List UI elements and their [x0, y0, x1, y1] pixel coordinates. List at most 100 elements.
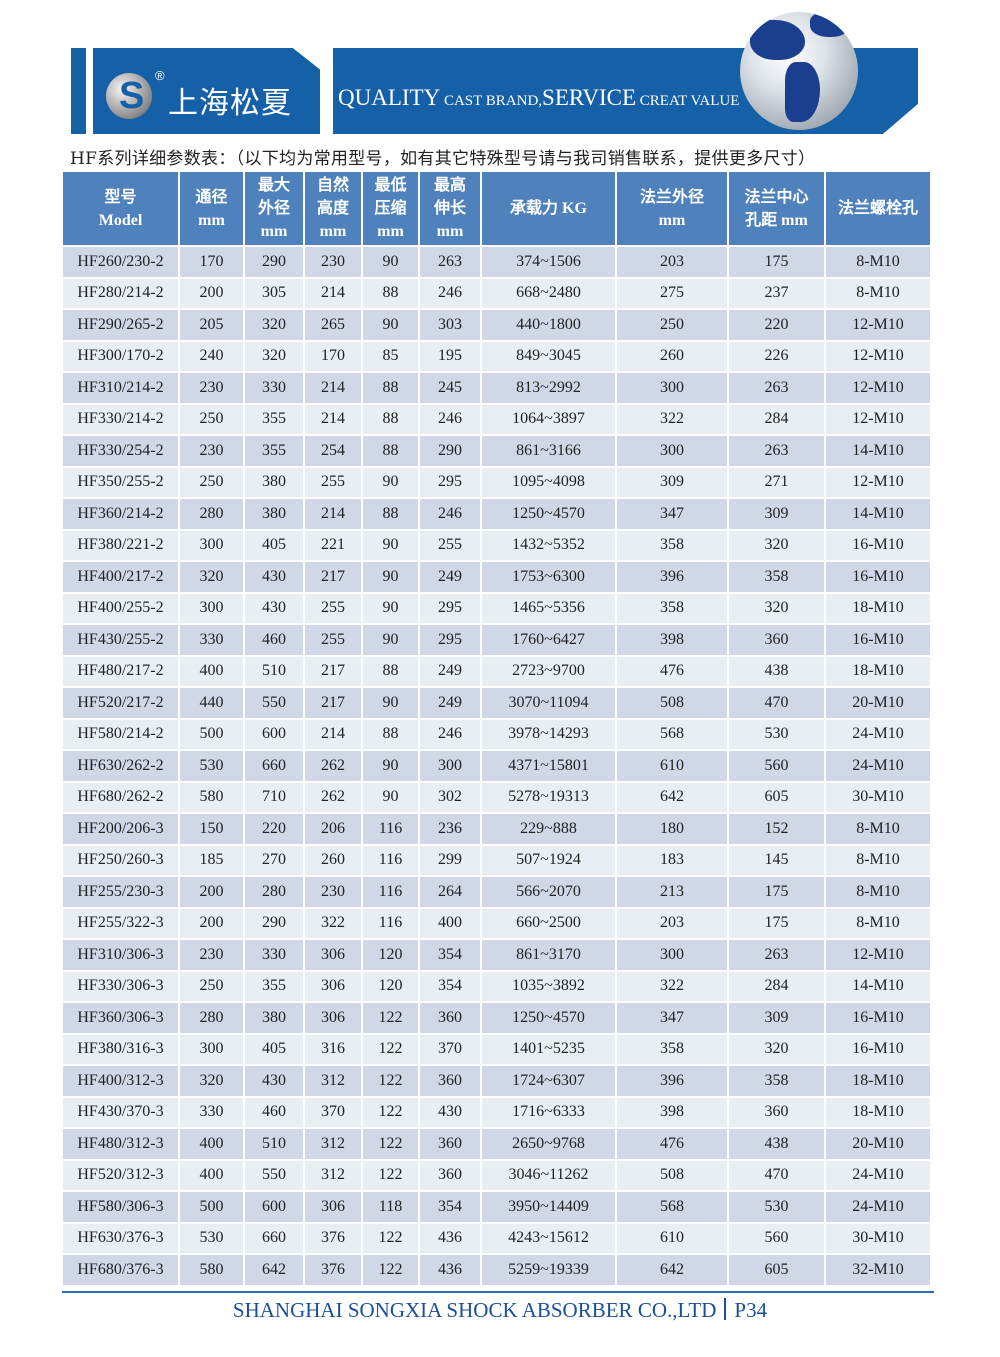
table-cell: 400 — [180, 1129, 243, 1159]
table-cell: 255 — [305, 625, 361, 655]
table-cell: 284 — [729, 404, 824, 434]
table-cell: 508 — [617, 1160, 727, 1190]
table-cell: 8-M10 — [826, 278, 930, 308]
table-cell: 230 — [180, 436, 243, 466]
table-cell: 530 — [180, 751, 243, 781]
table-cell: 250 — [180, 971, 243, 1001]
column-header: 型号 Model — [63, 172, 178, 245]
table-cell: 605 — [729, 1255, 824, 1285]
model-cell: HF330/306-3 — [63, 971, 178, 1001]
table-cell: 122 — [363, 1097, 418, 1127]
table-row: HF310/306-3 230 330 306 120 354 861~3170 300 263… — [63, 940, 930, 970]
table-cell: 88 — [363, 373, 418, 403]
table-cell: 550 — [245, 688, 303, 718]
table-cell: 309 — [617, 467, 727, 497]
column-header-text: mm — [377, 223, 404, 240]
table-cell: 246 — [420, 719, 480, 749]
table-cell: 249 — [420, 688, 480, 718]
table-cell: 8-M10 — [826, 908, 930, 938]
model-cell: HF380/221-2 — [63, 530, 178, 560]
table-cell: 263 — [420, 247, 480, 277]
table-cell: 230 — [305, 247, 361, 277]
table-cell: 508 — [617, 688, 727, 718]
model-cell: HF310/214-2 — [63, 373, 178, 403]
model-cell: HF630/262-2 — [63, 751, 178, 781]
table-cell: 302 — [420, 782, 480, 812]
table-cell: 460 — [245, 625, 303, 655]
table-cell: 813~2992 — [482, 373, 615, 403]
table-cell: 122 — [363, 1223, 418, 1253]
table-cell: 1250~4570 — [482, 499, 615, 529]
table-cell: 12-M10 — [826, 373, 930, 403]
table-cell: 237 — [729, 278, 824, 308]
table-cell: 642 — [245, 1255, 303, 1285]
column-header-text: mm — [319, 223, 347, 240]
table-cell: 355 — [245, 436, 303, 466]
table-cell: 290 — [245, 908, 303, 938]
table-cell: 12-M10 — [826, 310, 930, 340]
table-cell: 220 — [729, 310, 824, 340]
table-row: HF480/312-3 400 510 312 122 360 2650~9768 476 43… — [63, 1129, 930, 1159]
table-cell: 303 — [420, 310, 480, 340]
table-cell: 550 — [245, 1160, 303, 1190]
table-cell: 14-M10 — [826, 436, 930, 466]
table-row: HF430/370-3 330 460 370 122 430 1716~6333 398 36… — [63, 1097, 930, 1127]
column-header: 最大 外径 mm — [245, 172, 303, 245]
model-cell: HF680/376-3 — [63, 1255, 178, 1285]
table-cell: 90 — [363, 310, 418, 340]
column-header-text: mm — [436, 223, 464, 240]
table-cell: 642 — [617, 1255, 727, 1285]
column-header-text: 最大 — [257, 177, 290, 194]
table-cell: 396 — [617, 562, 727, 592]
table-cell: 309 — [729, 1003, 824, 1033]
table-cell: 430 — [420, 1097, 480, 1127]
table-cell: 355 — [245, 971, 303, 1001]
table-row: HF255/322-3 200 290 322 116 400 660~2500 203 175… — [63, 908, 930, 938]
table-cell: 250 — [617, 310, 727, 340]
table-cell: 229~888 — [482, 814, 615, 844]
table-cell: 18-M10 — [826, 593, 930, 623]
table-cell: 436 — [420, 1223, 480, 1253]
table-cell: 14-M10 — [826, 971, 930, 1001]
table-cell: 8-M10 — [826, 814, 930, 844]
table-cell: 470 — [729, 688, 824, 718]
table-cell: 214 — [305, 404, 361, 434]
table-cell: 88 — [363, 656, 418, 686]
table-cell: 16-M10 — [826, 562, 930, 592]
table-cell: 566~2070 — [482, 877, 615, 907]
banner-strip — [71, 48, 86, 134]
column-header: 承载力 KG — [482, 172, 615, 245]
table-cell: 300 — [617, 373, 727, 403]
table-row: HF580/214-2 500 600 214 88 246 3978~14293 568 53… — [63, 719, 930, 749]
table-cell: 280 — [245, 877, 303, 907]
table-cell: 264 — [420, 877, 480, 907]
table-cell: 122 — [363, 1034, 418, 1064]
column-header-text: mm — [658, 211, 686, 229]
table-cell: 90 — [363, 467, 418, 497]
model-cell: HF350/255-2 — [63, 467, 178, 497]
table-cell: 440~1800 — [482, 310, 615, 340]
table-cell: 150 — [180, 814, 243, 844]
footer-divider — [62, 1291, 934, 1293]
table-cell: 316 — [305, 1034, 361, 1064]
table-cell: 600 — [245, 1192, 303, 1222]
table-cell: 255 — [305, 593, 361, 623]
table-cell: 249 — [420, 562, 480, 592]
table-row: HF310/214-2 230 330 214 88 245 813~2992 300 263 1… — [63, 373, 930, 403]
table-cell: 250 — [180, 467, 243, 497]
table-cell: 476 — [617, 656, 727, 686]
table-cell: 668~2480 — [482, 278, 615, 308]
table-cell: 3950~14409 — [482, 1192, 615, 1222]
table-cell: 1401~5235 — [482, 1034, 615, 1064]
table-cell: 660 — [245, 1223, 303, 1253]
table-cell: 254 — [305, 436, 361, 466]
table-cell: 299 — [420, 845, 480, 875]
table-cell: 358 — [729, 1066, 824, 1096]
table-cell: 605 — [729, 782, 824, 812]
model-cell: HF255/322-3 — [63, 908, 178, 938]
table-cell: 312 — [305, 1129, 361, 1159]
table-cell: 360 — [729, 625, 824, 655]
table-row: HF480/217-2 400 510 217 88 249 2723~9700 476 438… — [63, 656, 930, 686]
table-cell: 510 — [245, 1129, 303, 1159]
table-cell: 122 — [363, 1160, 418, 1190]
